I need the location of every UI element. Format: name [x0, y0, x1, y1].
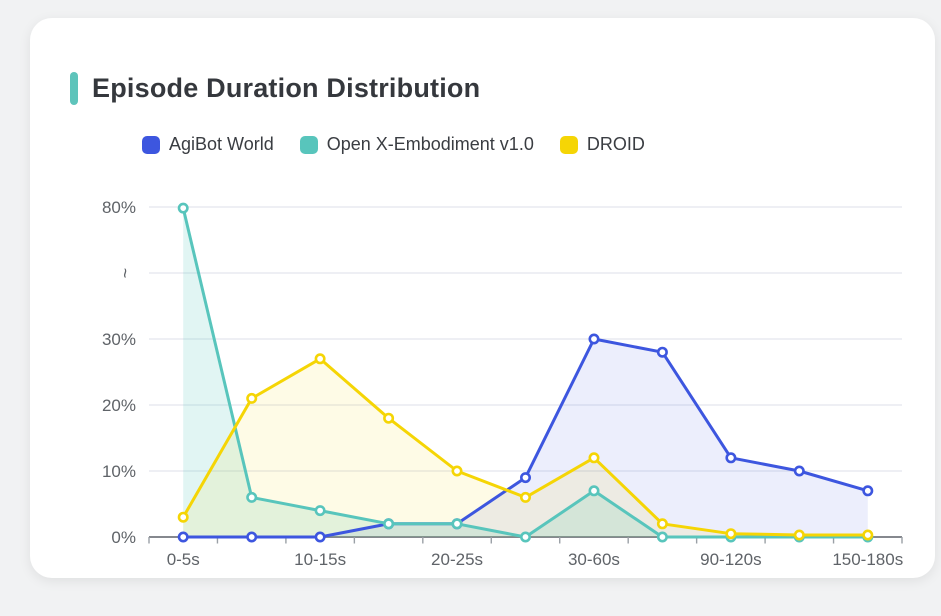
legend-item-open-x-embodiment-v1-0[interactable]: Open X-Embodiment v1.0 [299, 134, 534, 155]
x-axis-label: 90-120s [700, 550, 761, 569]
y-axis-label: 10% [102, 462, 136, 481]
series-marker-open-x-embodiment-v1-0 [246, 491, 258, 503]
series-marker-agibot-world [177, 531, 189, 543]
legend-swatch-icon [142, 135, 160, 154]
y-axis-label: 20% [102, 396, 136, 415]
page-title: Episode Duration Distribution [92, 73, 481, 103]
legend-label: AgiBot World [169, 134, 274, 154]
page: { "page": { "background": "#f1f2f3" }, "… [30, 18, 935, 578]
series-marker-droid [519, 491, 531, 503]
series-marker-agibot-world [588, 333, 600, 345]
y-axis-label: 0% [111, 528, 136, 547]
x-axis-label: 20-25s [431, 550, 483, 569]
series-marker-open-x-embodiment-v1-0 [656, 531, 668, 543]
y-axis-break-label: ~ [115, 268, 135, 279]
series-marker-open-x-embodiment-v1-0 [314, 505, 326, 517]
title-row: Episode Duration Distribution [70, 72, 480, 105]
series-marker-droid [451, 465, 463, 477]
series-marker-open-x-embodiment-v1-0 [177, 202, 189, 214]
legend-item-droid[interactable]: DROID [559, 134, 645, 155]
series-area-open-x-embodiment-v1-0 [183, 208, 868, 537]
y-axis-label: 80% [102, 198, 136, 217]
x-axis-label: 150-180s [832, 550, 903, 569]
episode-duration-distribution-chart: 0% 10% 20% 30% ~80% 0-5s 10-15s 20-25s 30-60s 90-… [102, 198, 903, 569]
series-marker-agibot-world [862, 485, 874, 497]
series-marker-droid [656, 518, 668, 530]
series-marker-open-x-embodiment-v1-0 [588, 485, 600, 497]
legend-item-agibot-world[interactable]: AgiBot World [142, 134, 274, 155]
series-marker-droid [862, 529, 874, 541]
series-marker-droid [383, 412, 395, 424]
series-marker-open-x-embodiment-v1-0 [451, 518, 463, 530]
series-marker-open-x-embodiment-v1-0 [383, 518, 395, 530]
series-marker-agibot-world [246, 531, 258, 543]
series-marker-agibot-world [793, 465, 805, 477]
title-accent-bar [70, 72, 78, 105]
series-marker-agibot-world [656, 346, 668, 358]
legend-label: Open X-Embodiment v1.0 [326, 134, 534, 154]
series-marker-droid [314, 353, 326, 365]
legend: AgiBot World Open X-Embodiment v1.0 DROID [142, 134, 645, 155]
series-area-droid [183, 358, 868, 537]
x-axis-label: 0-5s [167, 550, 200, 569]
series-marker-agibot-world [314, 531, 326, 543]
series-marker-open-x-embodiment-v1-0 [519, 531, 531, 543]
x-axis-label: 10-15s [294, 550, 346, 569]
series-marker-droid [588, 452, 600, 464]
series-area-agibot-world [183, 339, 868, 537]
series-marker-agibot-world [519, 472, 531, 484]
chart-card: Episode Duration Distribution AgiBot Wor… [30, 18, 935, 578]
legend-swatch-icon [299, 135, 318, 154]
series-marker-droid [177, 511, 189, 523]
x-axis-label: 30-60s [568, 550, 620, 569]
series-marker-droid [725, 528, 737, 540]
series-marker-agibot-world [725, 452, 737, 464]
legend-label: DROID [586, 134, 645, 154]
y-axis-label: 30% [102, 330, 136, 349]
series-marker-droid [246, 392, 258, 404]
series-marker-droid [793, 529, 805, 541]
legend-swatch-icon [559, 135, 578, 154]
